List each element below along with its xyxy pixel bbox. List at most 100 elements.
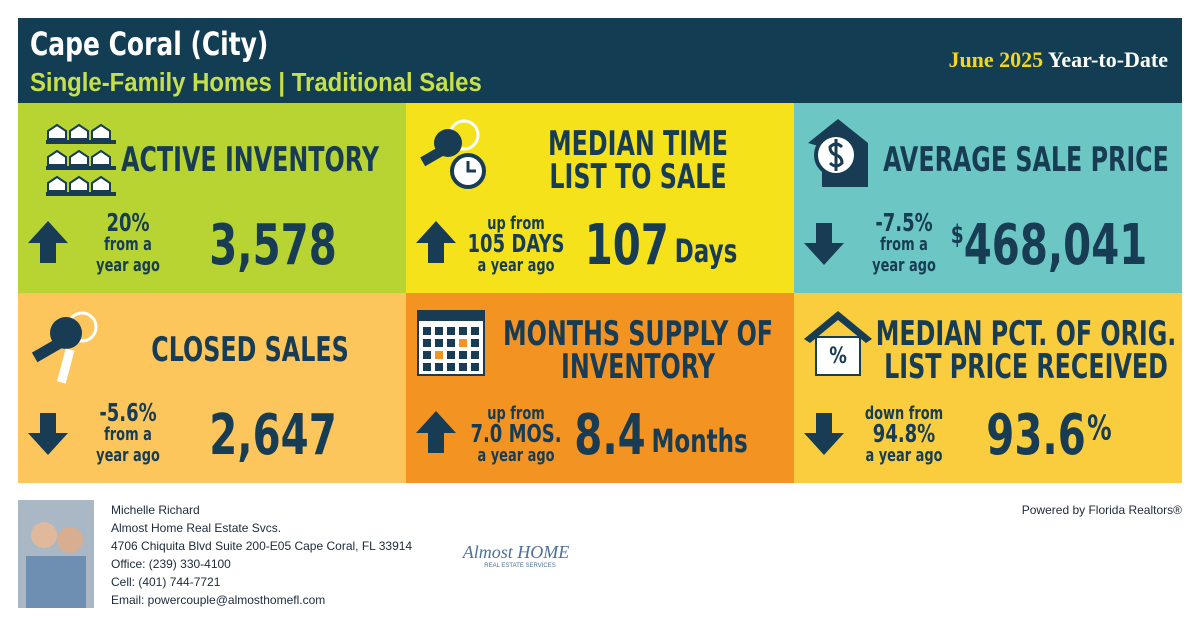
icon-day	[435, 351, 443, 359]
tile-icon	[417, 310, 485, 376]
icon-day	[423, 327, 431, 335]
icon-day	[423, 339, 431, 347]
change-line: year ago	[96, 444, 160, 466]
tile-bg	[794, 103, 1182, 293]
tile-icon	[46, 123, 116, 196]
contact-line: Michelle Richard	[111, 503, 200, 517]
tile-value: 107 Days	[585, 212, 738, 277]
change-line: year ago	[96, 254, 160, 276]
change-line: from a	[880, 233, 928, 255]
tile-icon	[808, 119, 868, 187]
photo-body	[26, 556, 86, 608]
icon-day	[423, 363, 431, 371]
value: 93.6	[986, 402, 1085, 467]
contact-line: Cell: (401) 744-7721	[111, 575, 221, 589]
icon-house	[47, 149, 67, 166]
tile-label: MONTHS SUPPLY OF	[503, 314, 773, 353]
tile-icon	[420, 119, 486, 189]
header-band	[18, 18, 1182, 104]
icon-clock-hands	[466, 161, 476, 173]
tile-label: INVENTORY	[561, 347, 716, 386]
contact-line: 4706 Chiquita Blvd Suite 200-E05 Cape Co…	[111, 539, 412, 553]
icon-day	[447, 351, 455, 359]
icon-key2	[56, 348, 75, 384]
icon-day	[423, 351, 431, 359]
tile-label: LIST TO SALE	[549, 157, 726, 196]
icon-house	[91, 123, 111, 140]
change-line: year ago	[872, 254, 936, 276]
tile-label: AVERAGE SALE PRICE	[883, 140, 1169, 179]
icon-day	[459, 339, 467, 347]
icon-day	[471, 351, 479, 359]
change-line: up from	[487, 402, 544, 424]
change-line: 20%	[106, 209, 149, 238]
tile-bg	[794, 293, 1182, 483]
period-date: June 2025	[948, 47, 1043, 72]
change-line: 94.8%	[873, 420, 936, 449]
trend-arrow	[28, 413, 68, 455]
icon-house	[47, 123, 67, 140]
icon-house	[69, 123, 89, 140]
tile-label: CLOSED SALES	[151, 330, 348, 369]
icon-roof	[804, 311, 872, 343]
icon-calendar-top	[418, 311, 484, 321]
tile-bg	[406, 103, 794, 293]
icon-house	[69, 149, 89, 166]
icon-dollar	[828, 139, 844, 171]
icon-day	[447, 363, 455, 371]
icon-day	[471, 363, 479, 371]
value: 107	[585, 212, 669, 277]
trend-arrow	[804, 413, 844, 455]
tile-value: 3,578	[209, 212, 337, 277]
trend-arrow	[28, 221, 68, 263]
icon-house	[91, 175, 111, 192]
icon-day	[447, 339, 455, 347]
trend-arrow	[804, 223, 844, 265]
contact-line: Office: (239) 330-4100	[111, 557, 231, 571]
icon-day	[471, 327, 479, 335]
icon-house	[91, 149, 111, 166]
value-unit: Months	[651, 422, 747, 460]
value: 2,647	[209, 402, 337, 467]
trend-arrow	[416, 221, 456, 263]
icon-day	[459, 327, 467, 335]
change-line: a year ago	[865, 444, 942, 466]
icon-house	[69, 175, 89, 192]
period: June 2025 Year-to-Date	[948, 47, 1168, 72]
icon-day	[459, 363, 467, 371]
value: 468,041	[964, 212, 1148, 277]
icon-ground	[46, 192, 116, 196]
icon-ground	[46, 140, 116, 144]
tile-value: $468,041	[951, 212, 1148, 277]
tile-label: MEDIAN PCT. OF ORIG.	[876, 314, 1177, 353]
tile-label: ACTIVE INVENTORY	[121, 140, 379, 179]
change-line: -7.5%	[875, 209, 933, 238]
change-line: -5.6%	[99, 399, 157, 428]
title: Cape Coral (City)	[30, 25, 268, 63]
tile-icon: %	[804, 311, 872, 376]
powered-by: Powered by Florida Realtors®	[1022, 503, 1182, 517]
icon-house	[815, 336, 861, 376]
tile-label: LIST PRICE RECEIVED	[884, 347, 1168, 386]
icon-day	[435, 363, 443, 371]
logo: Almost HOME	[462, 542, 570, 562]
icon-key-shaft	[420, 142, 452, 167]
change-line: up from	[487, 212, 544, 234]
change-line: a year ago	[477, 444, 554, 466]
change-line: 105 DAYS	[468, 230, 565, 259]
change-line: from a	[104, 423, 152, 445]
tile-icon	[31, 311, 98, 384]
subtitle: Single-Family Homes | Traditional Sales	[30, 68, 482, 97]
icon-key-shaft	[31, 334, 69, 363]
change-line: down from	[865, 402, 943, 424]
tile-value: 93.6%	[986, 402, 1111, 467]
value-unit: Days	[675, 232, 738, 270]
value: 3,578	[209, 212, 337, 277]
period-suffix: Year-to-Date	[1048, 47, 1168, 72]
contact-line: Email: powercouple@almosthomefl.com	[111, 593, 325, 607]
